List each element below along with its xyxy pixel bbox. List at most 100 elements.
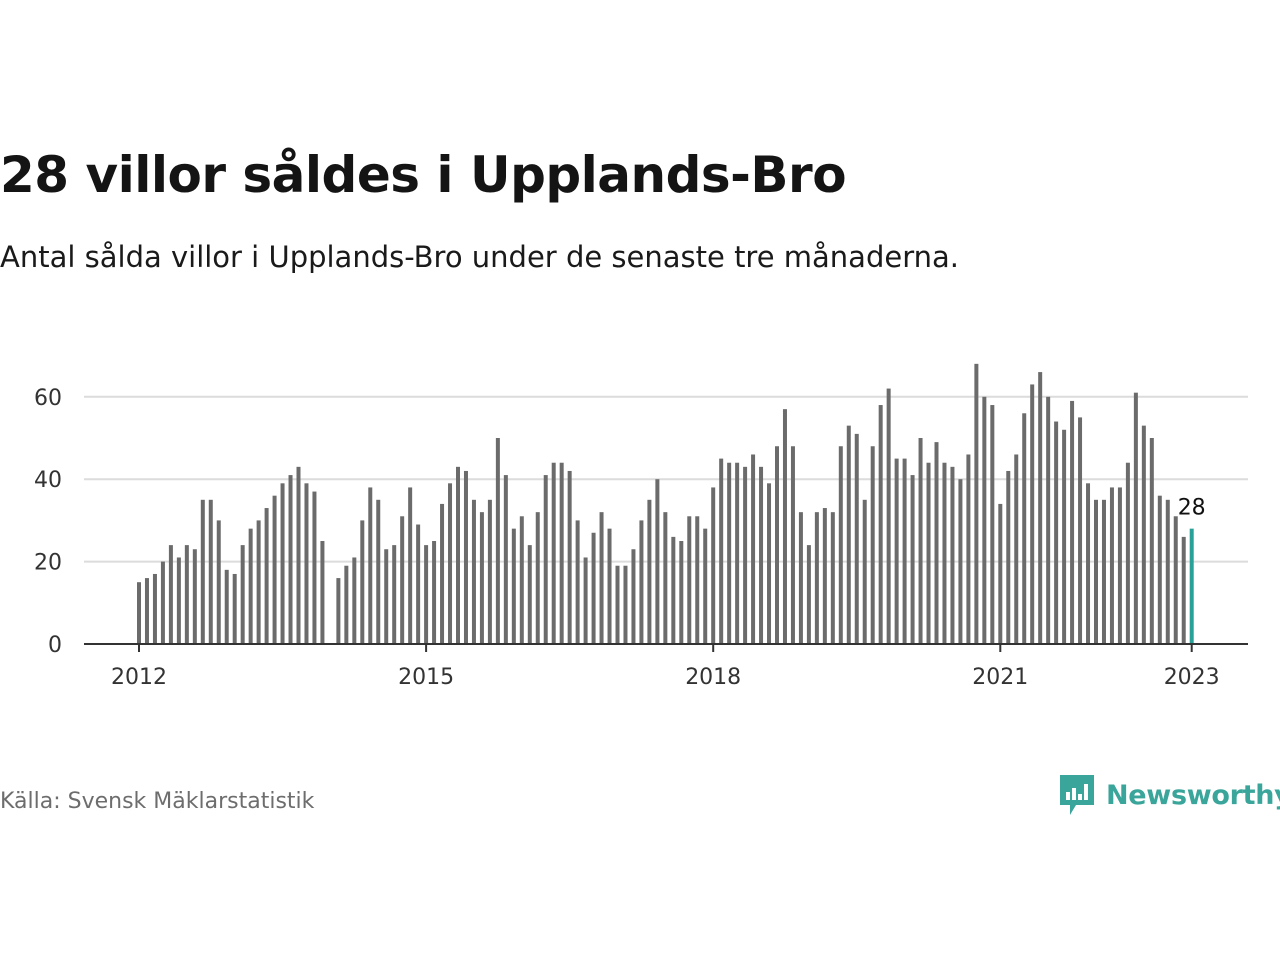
newsworthy-logo-icon [1060,775,1094,815]
bar [711,487,716,644]
bar [1181,536,1186,644]
bar [503,475,508,644]
bar [256,520,261,644]
bar [440,503,445,644]
bar [934,442,939,644]
bar [416,524,421,644]
bar [751,454,756,644]
bar [1054,421,1059,644]
bar [822,508,827,644]
bar [846,425,851,644]
bar [806,545,811,644]
bar [1014,454,1019,644]
y-tick-label: 0 [48,633,62,658]
bar [1165,499,1170,644]
bar [551,462,556,644]
bar [1117,487,1122,644]
x-tick-label: 2021 [972,665,1028,690]
bar [479,512,484,644]
bar [1149,438,1154,644]
chart-subtitle: Antal sålda villor i Upplands-Bro under … [0,240,959,274]
bar [336,578,341,644]
bar [176,557,181,644]
bar [894,458,899,644]
bar [974,363,979,644]
bar [838,446,843,644]
bar [559,462,564,644]
bar [384,549,389,644]
bar [137,582,141,644]
chart-title: 28 villor såldes i Upplands-Bro [0,146,847,204]
bar [1133,392,1138,644]
bar [743,466,748,644]
bar [1038,372,1043,644]
bar [782,409,787,644]
bar [703,528,708,644]
bar [320,541,325,644]
bar [264,508,269,644]
bar [830,512,835,644]
bar [208,499,213,644]
bar [663,512,668,644]
bar [1109,487,1114,644]
bar [990,405,995,644]
bar [216,520,221,644]
bar [655,479,660,644]
bar [240,545,245,644]
bar [152,573,157,644]
bar [312,491,317,644]
bar [376,499,381,644]
bar [623,565,628,644]
bar [1070,400,1075,644]
bar [958,479,963,644]
bar [767,483,772,644]
x-tick-label: 2018 [685,665,741,690]
y-tick-label: 40 [34,468,62,493]
bar [679,541,684,644]
bar [296,466,301,644]
bar [1101,499,1106,644]
bar [671,536,676,644]
bar [1006,470,1011,644]
bar [1141,425,1146,644]
bar [982,396,987,644]
bar [192,549,197,644]
bar [1094,499,1098,644]
bar [790,446,795,644]
bar [910,475,915,644]
bar [998,503,1003,644]
bar [471,499,476,644]
bar [798,512,803,644]
bar [854,433,859,644]
bar [862,499,867,644]
bar [232,573,237,644]
bar [639,520,644,644]
bar [1062,429,1067,644]
bar [400,516,405,644]
x-tick-label: 2012 [111,665,167,690]
brand-logo: Newsworthy [1058,772,1280,818]
bar [926,462,931,644]
bar [527,545,532,644]
x-tick-label: 2015 [398,665,454,690]
bar [248,528,253,644]
bar [575,520,580,644]
bar [280,483,285,644]
bar [495,438,500,644]
bar [288,475,293,644]
bar [886,388,891,644]
bar [144,578,149,644]
bar-chart: 0 20 40 60 28 2012 2015 2018 2021 2023 [34,363,1248,690]
bar [1046,396,1051,644]
bar [511,528,516,644]
bar [368,487,373,644]
source-note: Källa: Svensk Mäklarstatistik [0,789,315,814]
brand-name: Newsworthy [1106,779,1280,811]
bar [942,462,947,644]
bar [392,545,397,644]
bar [184,545,189,644]
bar [735,462,740,644]
bar [344,565,349,644]
bar [1086,483,1091,644]
bar [1022,413,1027,644]
